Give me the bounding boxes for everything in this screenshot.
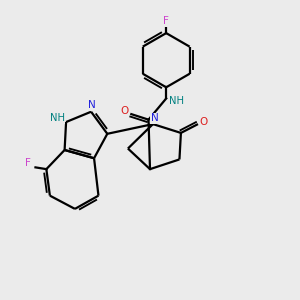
Text: N: N: [151, 113, 158, 123]
Text: O: O: [120, 106, 128, 116]
Text: O: O: [200, 117, 208, 127]
Text: F: F: [25, 158, 31, 168]
Text: NH: NH: [169, 95, 184, 106]
Text: NH: NH: [50, 113, 65, 124]
Text: N: N: [88, 100, 96, 110]
Text: F: F: [163, 16, 169, 26]
